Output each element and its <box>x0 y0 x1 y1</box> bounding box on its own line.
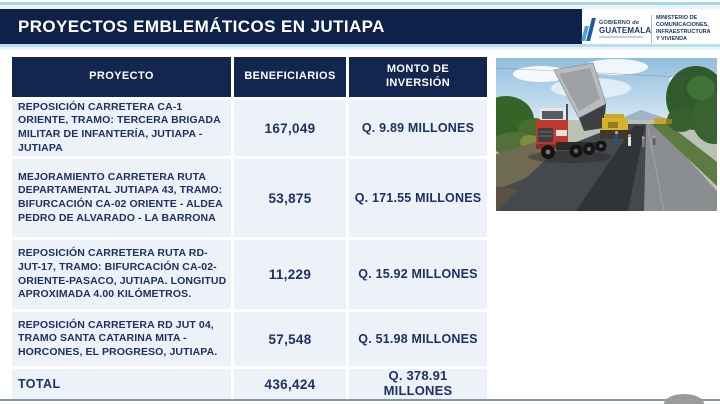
column-header-proyecto: PROYECTO <box>12 57 231 97</box>
logo-divider <box>651 15 652 43</box>
ministry-name: MINISTERIO DE COMUNICACIONES, INFRAESTRU… <box>655 15 711 42</box>
government-logo: GOBIERNO de GUATEMALA MINISTERIO DE COMU… <box>581 12 715 46</box>
table-total-monto: Q. 378.91 MILLONES <box>349 368 487 399</box>
top-accent-line <box>0 2 720 5</box>
webcam-overlay-bubble <box>664 394 704 404</box>
table-row-3-proyecto: REPOSICIÓN CARRETERA RUTA RD-JUT-17, TRA… <box>12 240 231 309</box>
slide-bottom-border <box>0 399 720 401</box>
header-underline <box>0 44 720 47</box>
table-total-beneficiarios: 436,424 <box>234 369 346 399</box>
gobierno-wordmark: GOBIERNO de GUATEMALA <box>599 20 652 38</box>
table-row-4-beneficiarios: 57,548 <box>234 312 346 366</box>
header-underline-fade <box>0 47 720 50</box>
page-title: PROYECTOS EMBLEMÁTICOS EN JUTIAPA <box>18 16 385 36</box>
guatemala-flag-bars-icon <box>581 17 596 41</box>
road-construction-photo <box>496 58 717 211</box>
projects-table: PROYECTO BENEFICIARIOS MONTO DE INVERSIÓ… <box>12 57 487 399</box>
table-total-label: TOTAL <box>12 369 231 399</box>
table-row-3-beneficiarios: 11,229 <box>234 240 346 309</box>
table-row-1-monto: Q. 9.89 MILLONES <box>349 100 487 156</box>
road-construction-illustration <box>496 58 717 211</box>
table-row-4-proyecto: REPOSICIÓN CARRETERA RD JUT 04, TRAMO SA… <box>12 312 231 366</box>
column-header-monto: MONTO DE INVERSIÓN <box>349 57 487 97</box>
top-accent-fade <box>0 5 720 9</box>
table-row-2-monto: Q. 171.55 MILLONES <box>349 159 487 237</box>
table-row-1-proyecto: REPOSICIÓN CARRETERA CA-1 ORIENTE, TRAMO… <box>12 100 231 156</box>
guatemala-word: GUATEMALA <box>599 26 652 35</box>
gov-tagline-rule <box>599 36 643 38</box>
slide-header: PROYECTOS EMBLEMÁTICOS EN JUTIAPA <box>0 9 582 44</box>
table-row-2-beneficiarios: 53,875 <box>234 159 346 237</box>
column-header-beneficiarios: BENEFICIARIOS <box>234 57 346 97</box>
table-row-3-monto: Q. 15.92 MILLONES <box>349 240 487 309</box>
table-row-2-proyecto: MEJORAMIENTO CARRETERA RUTA DEPARTAMENTA… <box>12 159 231 237</box>
table-row-4-monto: Q. 51.98 MILLONES <box>349 312 487 366</box>
gobierno-word: GOBIERNO de <box>599 20 640 26</box>
table-row-1-beneficiarios: 167,049 <box>234 100 346 156</box>
